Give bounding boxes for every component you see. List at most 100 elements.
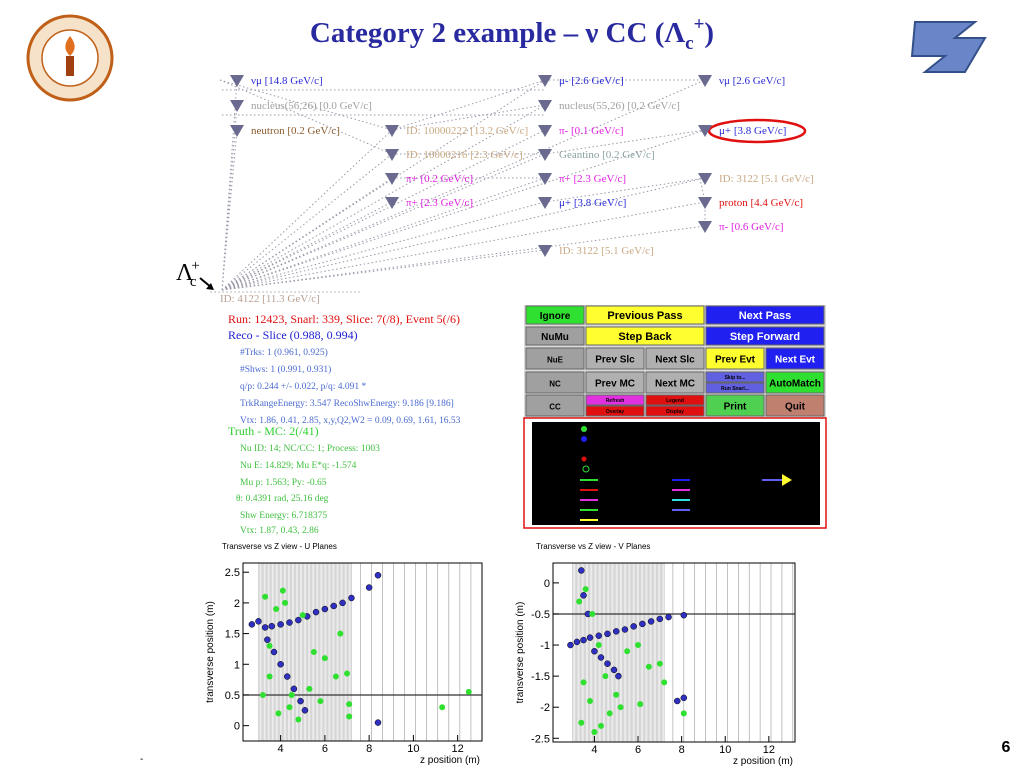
button[interactable]	[645, 394, 705, 406]
button[interactable]	[525, 305, 585, 325]
node-label: π+ [2.3 GeV/c]	[559, 173, 626, 185]
point	[262, 593, 269, 600]
x-tick-label: 8	[366, 743, 372, 755]
button[interactable]	[705, 347, 765, 370]
point	[635, 642, 642, 649]
dotted-link	[219, 79, 393, 131]
button[interactable]	[705, 305, 825, 325]
node-arrow	[538, 173, 552, 185]
button[interactable]	[765, 394, 825, 417]
point	[604, 630, 611, 638]
node-arrow	[698, 125, 712, 137]
info-panel: Run: 12423, Snarl: 339, Slice: 7(/8), Ev…	[228, 312, 461, 536]
button[interactable]	[585, 371, 645, 394]
button[interactable]	[525, 394, 585, 417]
page-number: 6	[1002, 739, 1011, 756]
point	[612, 628, 620, 635]
button-label: Refresh	[606, 398, 625, 404]
node-arrow	[538, 75, 552, 87]
point	[261, 624, 269, 631]
button[interactable]	[705, 394, 765, 417]
button[interactable]	[765, 347, 825, 370]
root-sub: c	[190, 274, 197, 290]
button[interactable]	[645, 371, 705, 394]
node-label: ID: 10000216 [2.3 GeV/c]	[406, 149, 523, 161]
point	[299, 612, 306, 619]
button[interactable]	[705, 371, 765, 383]
info-line: #Shws: 1 (0.991, 0.931)	[240, 364, 331, 375]
x-tick-label: 10	[719, 744, 731, 756]
highlight-ellipse	[707, 118, 807, 144]
point	[576, 598, 583, 605]
x-tick-label: 12	[452, 743, 464, 755]
node-label: π+ [0.2 GeV/c]	[406, 173, 473, 185]
point	[615, 672, 622, 680]
point	[573, 638, 581, 646]
point	[439, 704, 446, 711]
info-line: Shw Energy: 6.718375	[240, 511, 327, 521]
dotted-link	[221, 225, 706, 291]
y-tick-label: 2.5	[225, 567, 240, 579]
button[interactable]	[705, 326, 825, 346]
root-arrowhead	[206, 283, 214, 290]
point	[337, 630, 344, 637]
plot-frame	[552, 562, 796, 743]
button-label: Display	[666, 409, 684, 415]
root-label: ID: 4122 [11.3 GeV/c]	[220, 293, 320, 305]
button[interactable]	[765, 371, 825, 394]
info-line: Nu ID: 14; NC/CC: 1; Process: 1003	[240, 444, 380, 454]
node-label: π- [0.1 GeV/c]	[559, 125, 624, 137]
point	[374, 719, 382, 726]
info-line: q/p: 0.244 +/- 0.022, p/q: 4.091 *	[240, 382, 366, 392]
dotted-link	[391, 79, 546, 131]
button[interactable]	[585, 305, 705, 325]
node-arrow	[385, 125, 399, 137]
button[interactable]	[585, 394, 645, 406]
x-axis-label: z position (m)	[733, 756, 793, 767]
button[interactable]	[525, 326, 585, 346]
dotted-link	[221, 201, 393, 291]
point	[639, 620, 646, 628]
info-line: Nu E: 14.829; Mu E*q: -1.574	[240, 461, 357, 471]
title-sup: +	[694, 14, 705, 35]
z-logo	[910, 21, 987, 73]
point	[321, 655, 328, 662]
y-tick-label: -2	[540, 702, 550, 714]
x-axis-label: z position (m)	[420, 755, 480, 766]
button[interactable]	[585, 405, 645, 417]
x-tick-label: 4	[278, 743, 284, 755]
point	[567, 641, 574, 649]
y-axis-label: transverse position (m)	[205, 601, 216, 703]
point	[591, 648, 598, 655]
title-main: Category 2 example – ν CC (Λ	[310, 17, 685, 49]
point	[270, 648, 278, 656]
point	[255, 618, 262, 625]
point	[374, 572, 382, 579]
button[interactable]	[525, 347, 585, 370]
point	[330, 602, 337, 610]
point	[647, 618, 655, 625]
button[interactable]	[525, 371, 585, 394]
node-label: neutron [0.2 GeV/c]	[251, 125, 340, 137]
point	[465, 688, 472, 695]
point	[295, 616, 302, 624]
button-label: Skip to...	[725, 375, 746, 381]
button[interactable]	[585, 347, 645, 370]
point	[348, 594, 355, 602]
button[interactable]	[645, 405, 705, 417]
dotted-link	[221, 201, 546, 291]
point	[344, 670, 351, 677]
node-label: π- [0.6 GeV/c]	[719, 221, 784, 233]
point	[277, 661, 284, 668]
button[interactable]	[645, 347, 705, 370]
button-label: NuE	[547, 356, 564, 365]
button[interactable]	[585, 326, 705, 346]
dotted-link	[221, 201, 706, 291]
button[interactable]	[705, 382, 765, 394]
node-label: μ+ [3.8 GeV/c]	[719, 125, 786, 137]
point	[365, 584, 373, 591]
node-arrow	[230, 125, 244, 137]
plot-title: Transverse vs Z view - V Planes	[536, 542, 650, 551]
